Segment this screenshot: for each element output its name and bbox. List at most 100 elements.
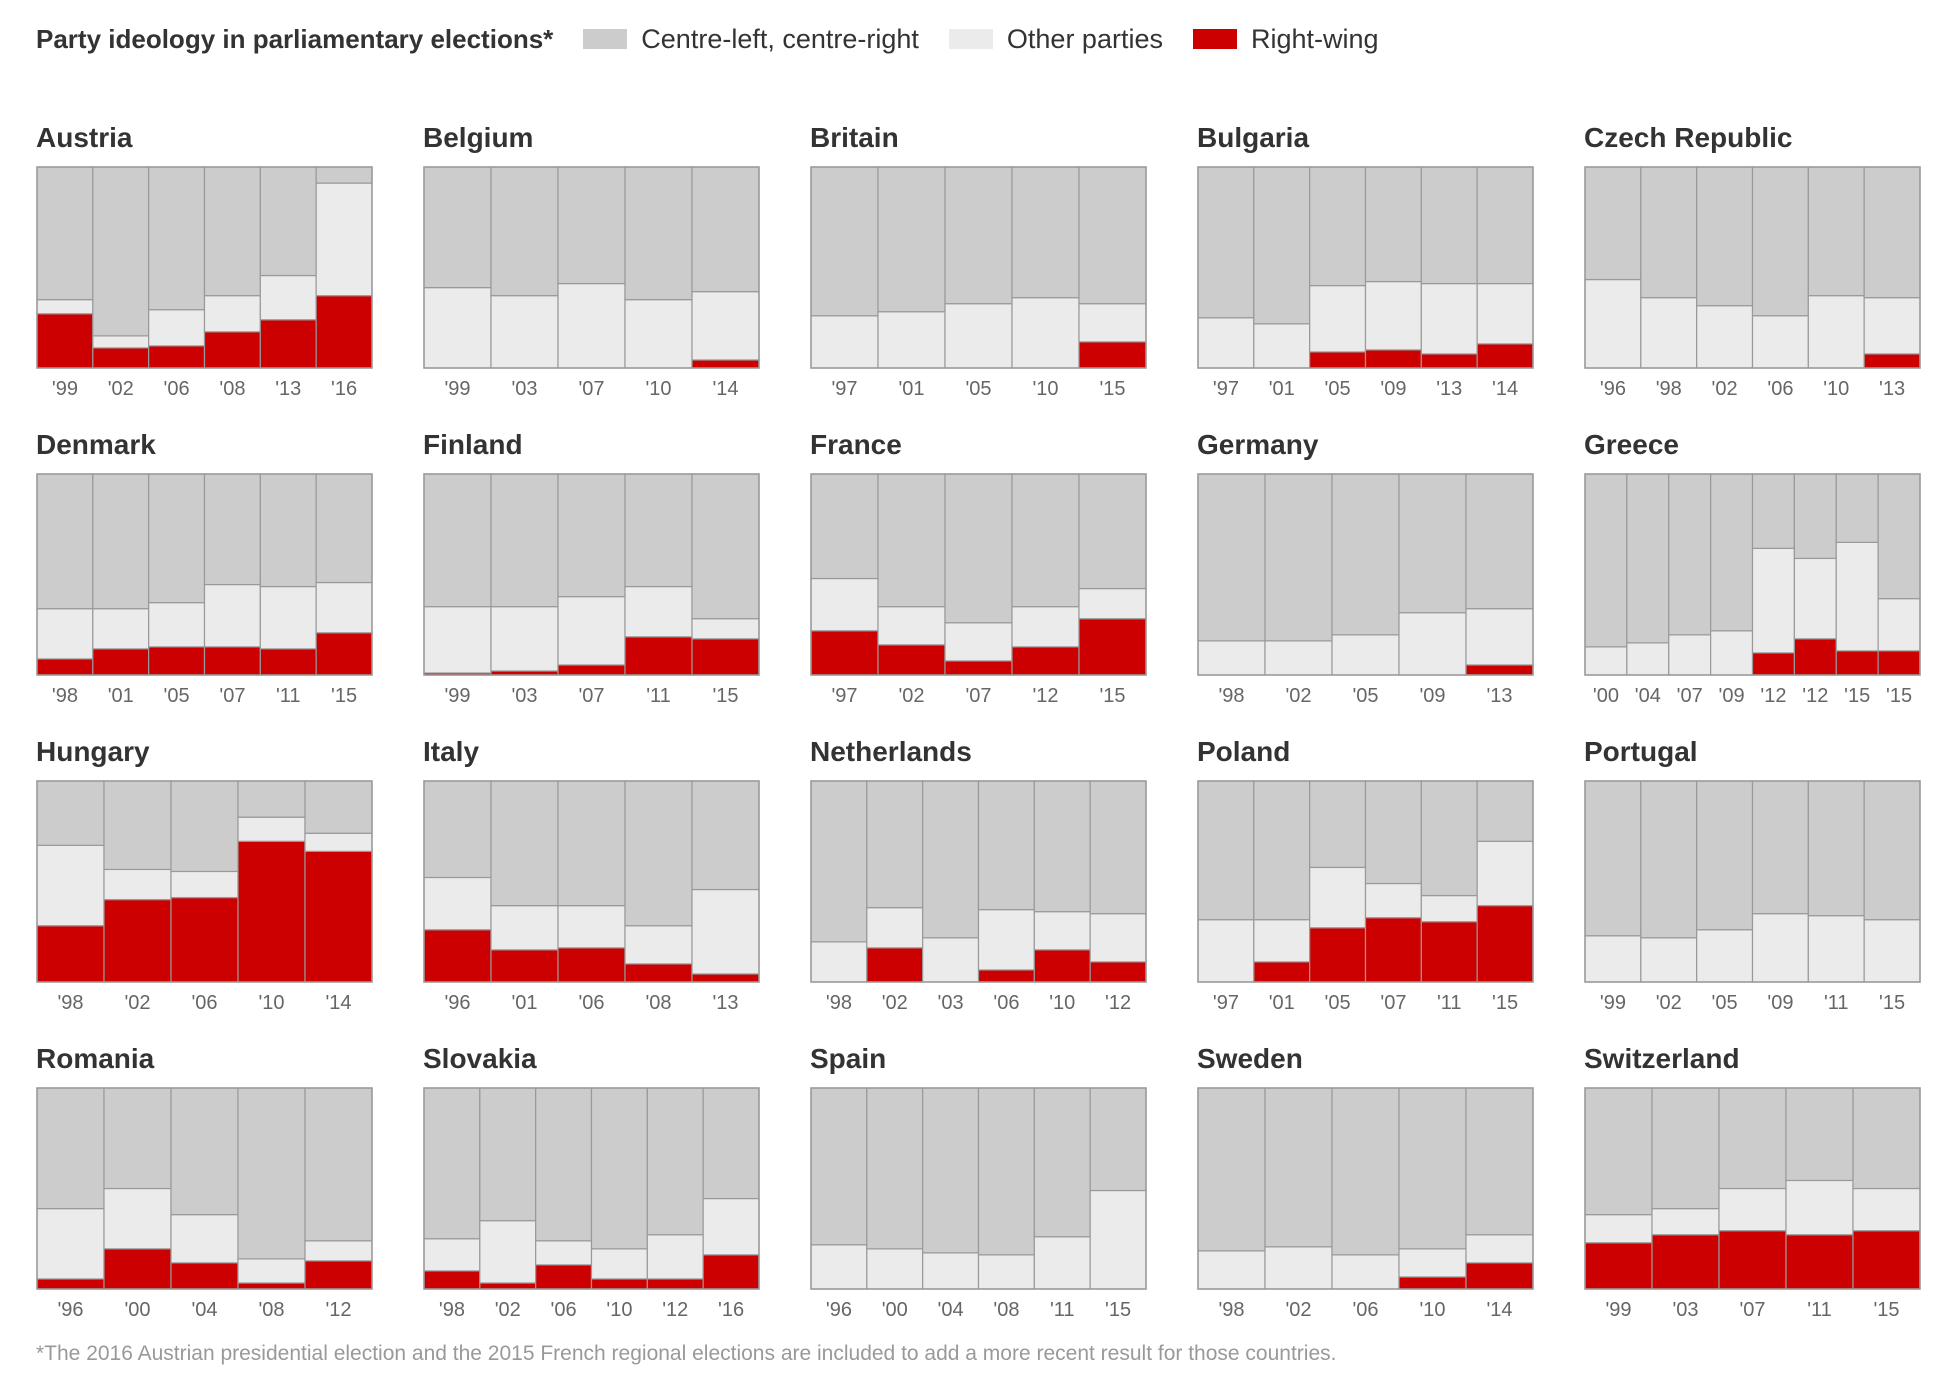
bar-hungary-2-other-parties	[103, 868, 172, 901]
bar-netherlands-5-other-parties	[1033, 911, 1091, 951]
chart-italy: Italy '96 '01 '06 '08 '13	[423, 736, 763, 1036]
bar-greece-7-other-parties	[1835, 541, 1879, 652]
bar-bulgaria-2-centre	[1253, 166, 1311, 325]
tick-finland-3: '07	[578, 685, 604, 707]
bar-finland-4-centre	[624, 473, 693, 588]
legend-swatch-right	[1192, 29, 1237, 49]
bar-bulgaria-5-right-wing	[1420, 353, 1478, 369]
bar-britain-3-other-parties	[944, 303, 1013, 369]
bar-bulgaria-4-right-wing	[1364, 349, 1422, 369]
bar-austria-6-right-wing	[315, 295, 373, 369]
tick-finland-2: '03	[511, 685, 537, 707]
bar-portugal-6-centre	[1863, 780, 1921, 921]
bar-slovakia-6-right-wing	[702, 1254, 760, 1290]
tick-poland-4: '07	[1380, 992, 1406, 1014]
bar-belgium-3-centre	[557, 166, 626, 285]
bar-sweden-2-centre	[1264, 1087, 1333, 1248]
bar-poland-5-right-wing	[1420, 921, 1478, 983]
bar-greece-7-right-wing	[1835, 650, 1879, 676]
chart-greece: Greece '00 '04 '07 '09 '12 '12 '15 '15	[1584, 429, 1924, 729]
country-title-netherlands: Netherlands	[810, 736, 972, 767]
bar-denmark-3-right-wing	[148, 646, 206, 676]
bar-spain-4-other-parties	[977, 1254, 1035, 1290]
bar-belgium-5-centre	[691, 166, 760, 293]
bar-denmark-3-other-parties	[148, 602, 206, 648]
plot-frame-slovakia	[423, 1087, 760, 1290]
tick-bulgaria-6: '14	[1492, 378, 1518, 400]
plot-switzerland: '99 '03 '07 '11 '15	[1584, 1087, 1921, 1321]
bar-spain-2-centre	[866, 1087, 924, 1250]
bar-spain-6-other-parties	[1089, 1189, 1147, 1290]
legend-label-centre: Centre-left, centre-right	[641, 23, 919, 54]
bar-greece-8-centre	[1877, 473, 1921, 600]
bar-greece-4-other-parties	[1710, 630, 1754, 676]
tick-britain-2: '01	[898, 378, 924, 400]
bar-denmark-1-centre	[36, 473, 94, 610]
tick-italy-2: '01	[511, 992, 537, 1014]
bar-france-3-other-parties	[944, 622, 1013, 662]
bar-netherlands-5-centre	[1033, 780, 1091, 913]
tick-sweden-1: '98	[1218, 1299, 1244, 1321]
bar-poland-6-other-parties	[1476, 840, 1534, 907]
bar-germany-1-centre	[1197, 473, 1266, 642]
tick-czech-republic-4: '06	[1767, 378, 1793, 400]
bar-france-4-right-wing	[1011, 646, 1080, 676]
bar-poland-3-other-parties	[1309, 866, 1367, 929]
bar-czech-republic-5-centre	[1807, 166, 1865, 297]
bar-czech-republic-4-centre	[1751, 166, 1809, 317]
country-title-belgium: Belgium	[423, 122, 534, 153]
bar-poland-2-other-parties	[1253, 919, 1311, 963]
tick-poland-1: '97	[1213, 992, 1239, 1014]
country-title-denmark: Denmark	[36, 429, 156, 460]
chart-belgium: Belgium '99 '03 '07 '10 '14	[423, 122, 763, 422]
bar-hungary-5-centre	[304, 780, 373, 834]
bar-netherlands-4-other-parties	[977, 909, 1035, 971]
bar-finland-1-other-parties	[423, 606, 492, 674]
plot-frame-denmark	[36, 473, 373, 676]
bar-finland-5-other-parties	[691, 618, 760, 640]
bar-sweden-2-other-parties	[1264, 1246, 1333, 1290]
bar-hungary-5-other-parties	[304, 832, 373, 852]
chart-hungary: Hungary '98 '02 '06 '10 '14	[36, 736, 376, 1036]
tick-britain-5: '15	[1099, 378, 1125, 400]
bar-bulgaria-6-other-parties	[1476, 282, 1534, 345]
tick-denmark-1: '98	[52, 685, 78, 707]
plot-frame-france	[810, 473, 1147, 676]
tick-denmark-2: '01	[108, 685, 134, 707]
bar-greece-2-centre	[1626, 473, 1670, 644]
plot-spain: '96 '00 '04 '08 '11 '15	[810, 1087, 1147, 1321]
bar-slovakia-6-other-parties	[702, 1197, 760, 1256]
bar-czech-republic-3-other-parties	[1696, 305, 1754, 369]
bar-finland-4-right-wing	[624, 636, 693, 676]
tick-switzerland-5: '15	[1873, 1299, 1899, 1321]
tick-france-5: '15	[1099, 685, 1125, 707]
tick-france-1: '97	[831, 685, 857, 707]
tick-netherlands-5: '10	[1049, 992, 1075, 1014]
tick-austria-4: '08	[219, 378, 245, 400]
bar-france-5-centre	[1078, 473, 1147, 590]
bar-bulgaria-1-other-parties	[1197, 317, 1255, 369]
chart-romania: Romania '96 '00 '04 '08 '12	[36, 1043, 376, 1343]
bar-france-4-other-parties	[1011, 606, 1080, 648]
bar-france-5-other-parties	[1078, 587, 1147, 620]
bar-britain-4-centre	[1011, 166, 1080, 299]
country-title-greece: Greece	[1584, 429, 1679, 460]
bar-netherlands-6-right-wing	[1089, 961, 1147, 983]
bar-italy-5-right-wing	[691, 973, 760, 983]
plot-frame-italy	[423, 780, 760, 983]
plot-frame-bulgaria	[1197, 166, 1534, 369]
bar-slovakia-2-right-wing	[479, 1282, 537, 1290]
bar-denmark-1-other-parties	[36, 608, 94, 660]
bar-germany-2-other-parties	[1264, 640, 1333, 676]
bar-czech-republic-2-centre	[1640, 166, 1698, 299]
bar-portugal-5-centre	[1807, 780, 1865, 917]
bar-hungary-3-centre	[170, 780, 239, 873]
tick-poland-2: '01	[1269, 992, 1295, 1014]
tick-spain-3: '04	[938, 1299, 964, 1321]
bar-slovakia-5-centre	[646, 1087, 704, 1236]
bar-greece-8-right-wing	[1877, 650, 1921, 676]
bar-spain-5-other-parties	[1033, 1236, 1091, 1290]
bar-spain-3-centre	[922, 1087, 980, 1254]
bar-hungary-4-right-wing	[237, 840, 306, 983]
chart-sweden: Sweden '98 '02 '06 '10 '14	[1197, 1043, 1537, 1343]
